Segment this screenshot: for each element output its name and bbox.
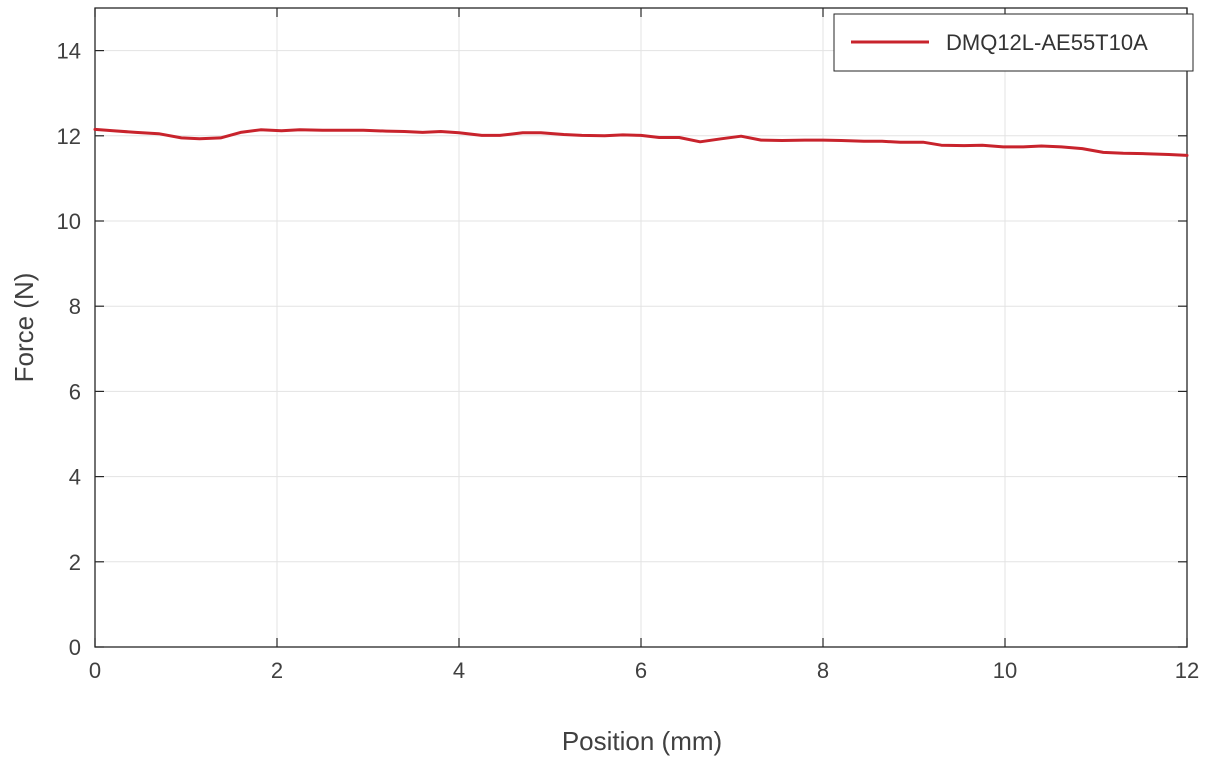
series-line: [93, 127, 1189, 157]
legend-label: DMQ12L-AE55T10A: [946, 30, 1148, 55]
x-tick-label: 4: [453, 658, 465, 683]
x-tick-label: 8: [817, 658, 829, 683]
y-tick-label: 12: [57, 124, 81, 149]
grid: [95, 8, 1187, 647]
y-axis-label: Force (N): [9, 273, 39, 383]
x-tick-label: 0: [89, 658, 101, 683]
series-layer: [93, 127, 1189, 157]
x-tick-label: 10: [993, 658, 1017, 683]
x-tick-label: 6: [635, 658, 647, 683]
y-tick-label: 10: [57, 209, 81, 234]
y-tick-label: 4: [69, 465, 81, 490]
y-tick-label: 0: [69, 635, 81, 660]
legend-items: DMQ12L-AE55T10A: [851, 30, 1148, 55]
y-tick-label: 2: [69, 550, 81, 575]
x-tick-label: 12: [1175, 658, 1199, 683]
y-tick-label: 6: [69, 379, 81, 404]
y-tick-label: 14: [57, 39, 81, 64]
y-tick-label: 8: [69, 294, 81, 319]
legend: DMQ12L-AE55T10A: [833, 13, 1194, 72]
x-tick-label: 2: [271, 658, 283, 683]
axis-ticks: 0 2 4 6 8 10 12 0 2 4 6 8 10 12 14: [57, 8, 1199, 683]
x-axis-label: Position (mm): [562, 726, 722, 756]
